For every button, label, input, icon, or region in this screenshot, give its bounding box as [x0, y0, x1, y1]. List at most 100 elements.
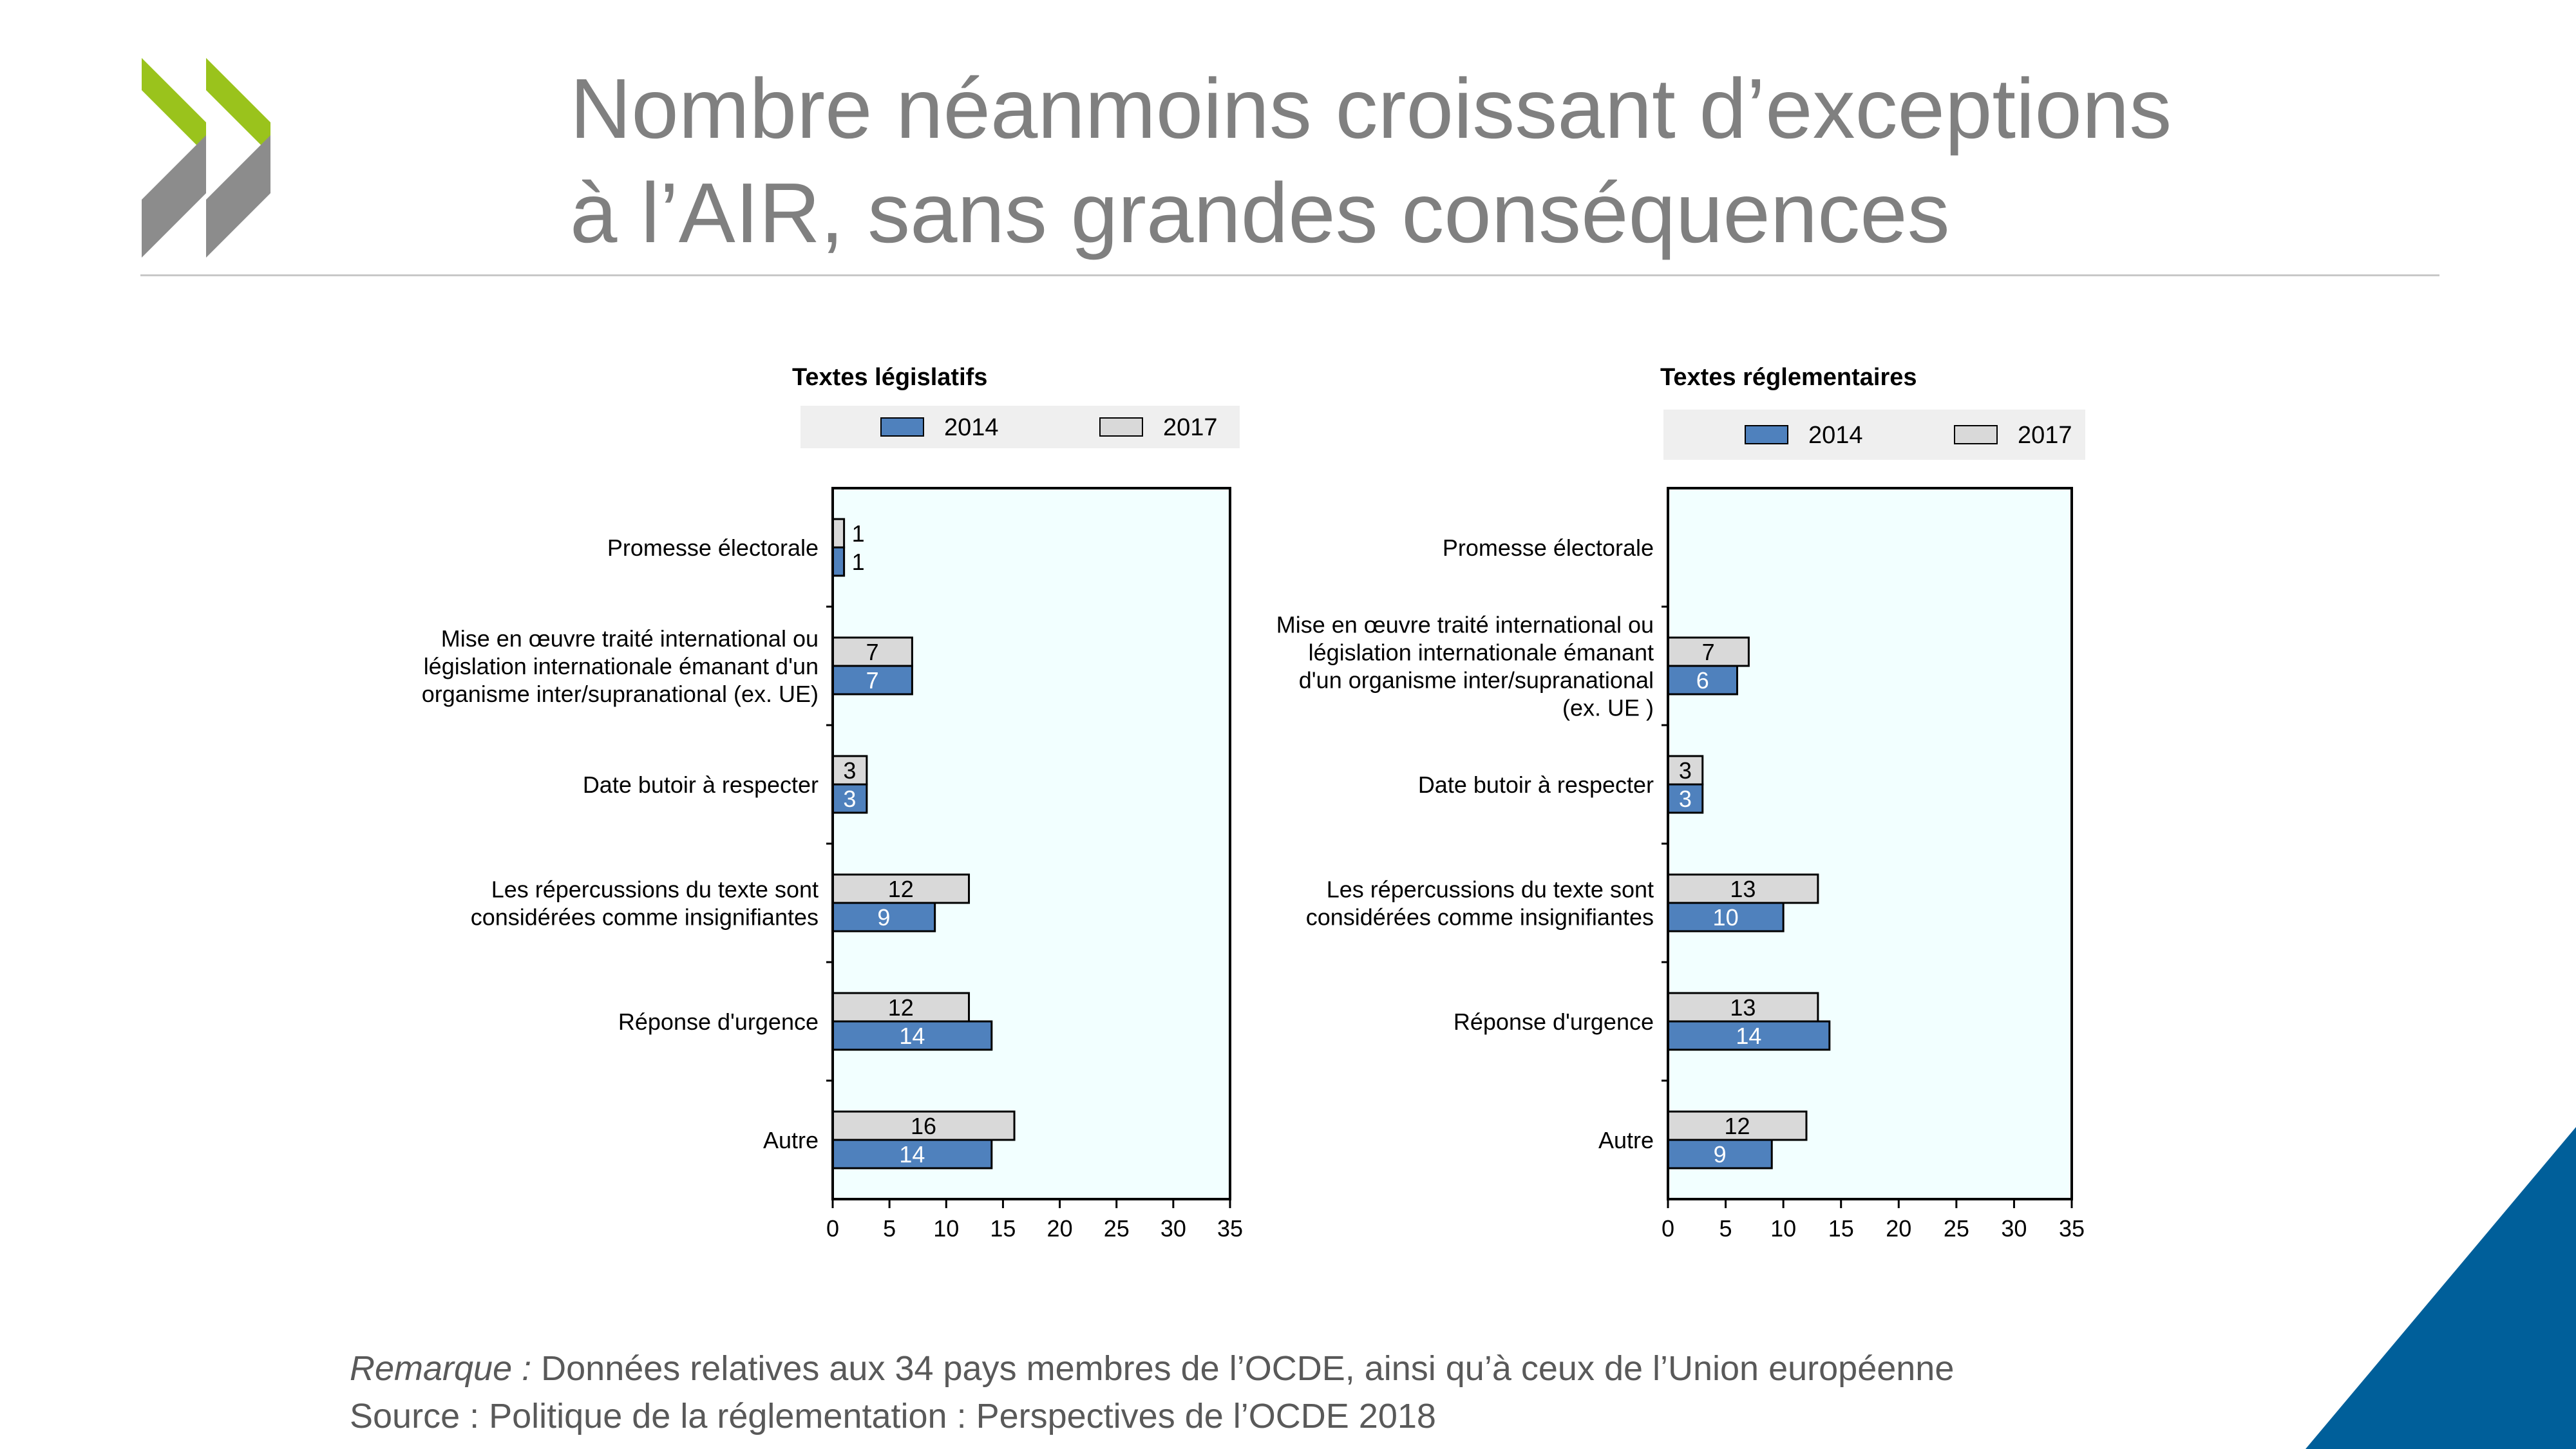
legend-swatch-2017 — [1099, 417, 1143, 437]
remark-text: Données relatives aux 34 pays membres de… — [531, 1349, 1955, 1388]
chart-title: Textes législatifs — [792, 364, 987, 391]
data-label-2014: 9 — [1714, 1141, 1727, 1168]
plot-area — [1668, 488, 2072, 1199]
oecd-logo — [142, 58, 270, 258]
plot-frame — [831, 487, 1231, 1200]
corner-decoration — [2306, 1127, 2576, 1449]
bar-2014 — [831, 1139, 993, 1170]
footnote: Remarque : Données relatives aux 34 pays… — [350, 1345, 1954, 1440]
data-label-2017: 3 — [843, 757, 856, 784]
data-label-2014: 7 — [866, 667, 879, 694]
data-label-2014: 10 — [1713, 904, 1739, 931]
chart-legend: 2014 2017 — [800, 406, 1240, 448]
category-label: Autre — [763, 1127, 819, 1153]
data-label-2017: 3 — [1679, 757, 1692, 784]
legend-label-2014: 2014 — [944, 414, 999, 441]
data-label-2017: 16 — [911, 1113, 936, 1139]
logo-chevron-gray-right — [206, 135, 270, 258]
x-tick-label: 25 — [1944, 1215, 1969, 1242]
data-label-2014: 1 — [852, 549, 865, 575]
plot-area — [833, 488, 1230, 1199]
source-line: Source : Politique de la réglementation … — [350, 1397, 1436, 1435]
category-label: Autre — [1598, 1127, 1654, 1153]
bar-2014 — [831, 665, 913, 696]
data-label-2017: 13 — [1730, 994, 1756, 1021]
data-label-2014: 14 — [1736, 1023, 1761, 1049]
chart-legend: 2014 2017 — [1663, 410, 2085, 460]
category-label: Réponse d'urgence — [1454, 1009, 1654, 1035]
x-tick-label: 15 — [990, 1215, 1016, 1242]
bar-2014 — [1667, 783, 1704, 814]
x-tick-label: 5 — [1719, 1215, 1732, 1242]
category-label: Mise en œuvre traité international ou — [1276, 612, 1654, 638]
category-label: Promesse électorale — [607, 535, 819, 561]
logo-chevron-gray-left — [142, 135, 206, 258]
legend-label-2017: 2017 — [1163, 414, 1218, 441]
data-label-2014: 6 — [1696, 667, 1709, 694]
legend-background — [800, 406, 1240, 448]
category-label: considérées comme insignifiantes — [1306, 904, 1654, 931]
x-tick-label: 20 — [1886, 1215, 1911, 1242]
bar-2017 — [831, 518, 846, 549]
bar-2014 — [831, 902, 936, 933]
category-label: Réponse d'urgence — [618, 1009, 819, 1035]
category-label: d'un organisme inter/supranational — [1299, 667, 1654, 694]
logo-chevron-green-right — [206, 58, 270, 155]
data-label-2017: 12 — [1724, 1113, 1750, 1139]
x-tick-label: 30 — [1160, 1215, 1186, 1242]
x-tick-label: 30 — [2001, 1215, 2027, 1242]
category-label: Promesse électorale — [1443, 535, 1654, 561]
category-label: Mise en œuvre traité international ou — [441, 625, 819, 652]
category-label: Date butoir à respecter — [583, 772, 819, 798]
x-tick-label: 10 — [933, 1215, 959, 1242]
bar-2014 — [1667, 1139, 1773, 1170]
x-tick-label: 0 — [1662, 1215, 1674, 1242]
legend-label-2017: 2017 — [2018, 422, 2072, 449]
slide-title: Nombre néanmoins croissant d’exceptions … — [570, 57, 2438, 265]
category-label: Les répercussions du texte sont — [1327, 876, 1654, 903]
x-tick-label: 20 — [1047, 1215, 1073, 1242]
slide-title-line-2: à l’AIR, sans grandes conséquences — [570, 166, 1950, 260]
x-tick-label: 35 — [2059, 1215, 2085, 1242]
data-label-2017: 1 — [852, 520, 865, 547]
corner-triangle — [2306, 1127, 2576, 1449]
data-label-2017: 12 — [888, 876, 914, 902]
x-tick-label: 5 — [883, 1215, 896, 1242]
category-label: considérées comme insignifiantes — [471, 904, 819, 931]
data-label-2014: 3 — [843, 786, 856, 812]
bar-2017 — [1667, 992, 1819, 1023]
data-label-2014: 14 — [899, 1141, 925, 1168]
data-label-2017: 12 — [888, 994, 914, 1021]
data-label-2017: 7 — [866, 639, 879, 665]
plot-frame — [1667, 487, 2073, 1200]
legend-swatch-2014 — [880, 417, 924, 437]
data-label-2017: 13 — [1730, 876, 1756, 902]
legend-label-2014: 2014 — [1808, 422, 1863, 449]
bar-2014 — [1667, 1020, 1831, 1051]
legend-swatch-2017 — [1954, 425, 1998, 444]
data-label-2014: 3 — [1679, 786, 1692, 812]
x-tick-label: 15 — [1828, 1215, 1854, 1242]
bar-2014 — [831, 546, 846, 577]
slide-title-line-1: Nombre néanmoins croissant d’exceptions — [570, 61, 2172, 156]
title-divider — [140, 274, 2439, 276]
chart-title: Textes réglementaires — [1660, 364, 1917, 391]
x-tick-label: 25 — [1104, 1215, 1130, 1242]
bar-2014 — [1667, 902, 1785, 933]
x-tick-label: 35 — [1217, 1215, 1243, 1242]
bar-2014 — [1667, 665, 1738, 696]
x-tick-label: 0 — [826, 1215, 839, 1242]
legend-background — [1663, 410, 2085, 460]
category-label: organisme inter/supranational (ex. UE) — [422, 681, 819, 707]
category-label: législation internationale émanant d'un — [424, 653, 819, 679]
bar-2017 — [831, 873, 971, 904]
category-label: législation internationale émanant — [1309, 639, 1654, 666]
bar-2017 — [1667, 755, 1704, 786]
category-label: (ex. UE ) — [1562, 695, 1654, 721]
data-label-2014: 14 — [899, 1023, 925, 1049]
logo-chevron-green-left — [142, 58, 206, 155]
legend-swatch-2014 — [1745, 425, 1788, 444]
remark-label: Remarque : — [350, 1349, 532, 1388]
